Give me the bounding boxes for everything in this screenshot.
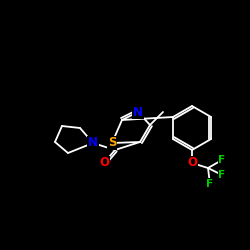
Text: F: F — [206, 179, 214, 189]
Text: N: N — [133, 106, 143, 118]
Text: O: O — [187, 156, 197, 170]
Text: N: N — [88, 136, 98, 149]
Text: F: F — [218, 170, 226, 180]
Text: O: O — [99, 156, 109, 170]
Text: F: F — [218, 155, 226, 165]
Text: S: S — [108, 136, 116, 149]
